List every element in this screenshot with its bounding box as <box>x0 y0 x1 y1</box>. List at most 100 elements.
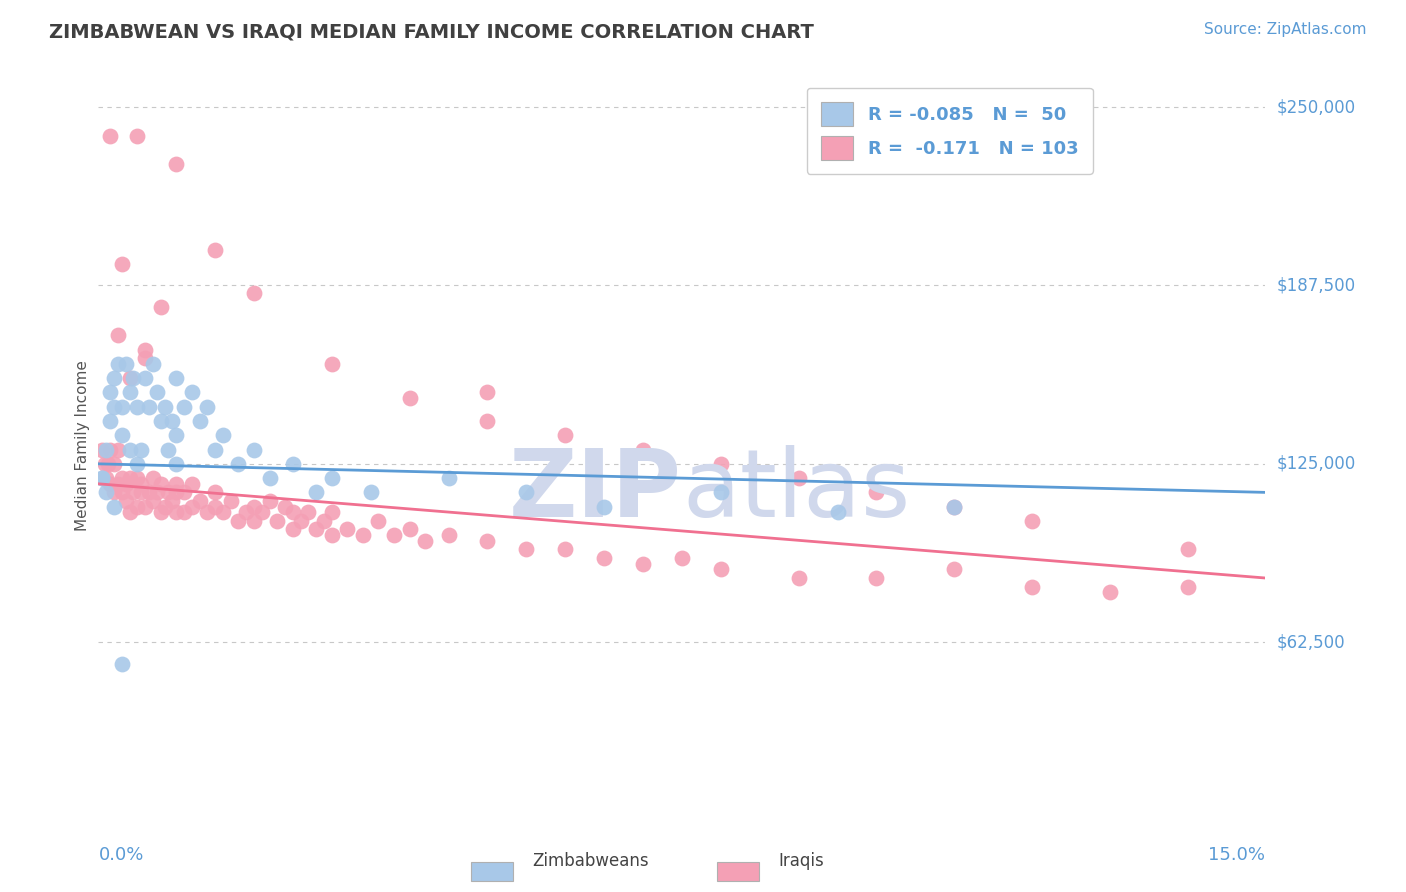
Point <box>259 494 281 508</box>
Point <box>157 442 180 457</box>
Point <box>157 485 180 500</box>
Point <box>787 571 810 585</box>
Point <box>96 471 118 485</box>
Point <box>710 457 733 471</box>
Point <box>91 471 114 485</box>
Point <box>266 514 288 528</box>
Point <box>352 528 374 542</box>
Point <box>437 471 460 485</box>
Point <box>180 500 202 514</box>
Point <box>138 400 160 414</box>
Point <box>103 500 125 514</box>
Point <box>114 357 136 371</box>
Point <box>149 300 172 314</box>
Point <box>142 494 165 508</box>
Point <box>243 442 266 457</box>
Text: Zimbabweans: Zimbabweans <box>533 852 648 870</box>
Point <box>943 500 966 514</box>
Point <box>146 385 169 400</box>
Point <box>180 385 202 400</box>
Point <box>865 571 887 585</box>
Text: 0.0%: 0.0% <box>98 846 143 863</box>
Point <box>631 442 654 457</box>
Point <box>103 400 125 414</box>
Point <box>593 500 616 514</box>
Point <box>127 471 149 485</box>
Point <box>1177 542 1199 557</box>
Point <box>118 371 141 385</box>
Point <box>165 505 187 519</box>
Point <box>98 476 121 491</box>
Point <box>122 485 145 500</box>
Point <box>259 471 281 485</box>
Point <box>250 505 273 519</box>
Point <box>111 657 134 671</box>
Y-axis label: Median Family Income: Median Family Income <box>75 360 90 532</box>
Point <box>382 528 405 542</box>
Point <box>219 494 242 508</box>
Point <box>129 476 152 491</box>
Point <box>111 400 134 414</box>
Text: atlas: atlas <box>682 445 910 537</box>
Point <box>111 257 134 271</box>
Point <box>367 514 389 528</box>
Point <box>98 385 121 400</box>
Point <box>165 457 187 471</box>
Point <box>165 428 187 442</box>
Point <box>281 457 304 471</box>
Point <box>180 476 202 491</box>
Point <box>1098 585 1121 599</box>
Point <box>398 523 420 537</box>
Point <box>321 505 343 519</box>
Point <box>165 485 187 500</box>
Point <box>134 351 156 366</box>
Point <box>114 494 136 508</box>
Point <box>243 500 266 514</box>
Point <box>554 428 576 442</box>
Point <box>305 485 328 500</box>
Point <box>312 514 335 528</box>
Point <box>787 471 810 485</box>
Text: Iraqis: Iraqis <box>779 852 824 870</box>
Point <box>212 505 235 519</box>
Point <box>127 457 149 471</box>
Point <box>127 400 149 414</box>
Point <box>165 371 187 385</box>
Point <box>413 533 436 548</box>
Point <box>437 528 460 542</box>
Point <box>710 485 733 500</box>
Point <box>228 457 250 471</box>
Point <box>91 471 114 485</box>
Point <box>153 500 176 514</box>
Text: ZIP: ZIP <box>509 445 682 537</box>
Point <box>515 542 537 557</box>
Point <box>336 523 359 537</box>
Point <box>111 471 134 485</box>
Point <box>134 500 156 514</box>
Point <box>297 505 319 519</box>
Point <box>204 442 226 457</box>
Point <box>827 505 849 519</box>
Point <box>98 442 121 457</box>
Point <box>97 457 120 471</box>
Point <box>173 485 195 500</box>
Point <box>153 400 176 414</box>
Point <box>1177 580 1199 594</box>
Point <box>122 371 145 385</box>
Point <box>243 285 266 300</box>
Point <box>631 557 654 571</box>
Text: Source: ZipAtlas.com: Source: ZipAtlas.com <box>1204 22 1367 37</box>
Point <box>228 514 250 528</box>
Point <box>118 442 141 457</box>
Text: 15.0%: 15.0% <box>1208 846 1265 863</box>
Text: $125,000: $125,000 <box>1277 455 1355 473</box>
Point <box>477 385 499 400</box>
Point <box>515 485 537 500</box>
Point <box>127 128 149 143</box>
Point <box>710 562 733 576</box>
Point <box>98 128 121 143</box>
Point <box>165 476 187 491</box>
Point <box>134 371 156 385</box>
Point <box>195 400 218 414</box>
Point <box>138 485 160 500</box>
